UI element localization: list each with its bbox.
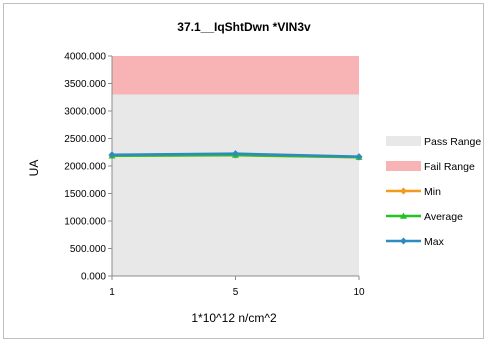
x-tick-label: 5 <box>233 287 239 298</box>
plot-area: 0.000 500.000 1000.000 1500.000 2000.000 2500… <box>64 52 365 299</box>
y-tick-label: 1500.000 <box>64 189 106 200</box>
y-tick-label: 3000.000 <box>64 107 106 118</box>
legend-label-fail-range: Fail Range <box>424 161 475 173</box>
legend: Pass Range Fail Range Min Average Max <box>386 136 481 248</box>
x-axis-label: 1*10^12 n/cm^2 <box>191 311 277 325</box>
pass-range-area <box>112 94 359 276</box>
x-tick-label: 1 <box>109 287 115 298</box>
data-point-max <box>108 151 116 159</box>
legend-marker-min <box>400 187 407 195</box>
chart-frame <box>3 3 484 339</box>
chart-title: 37.1__IqShtDwn *VIN3v <box>177 20 311 34</box>
y-tick-label: 0.000 <box>81 272 106 283</box>
fail-range-area <box>112 56 359 95</box>
y-tick-label: 500.000 <box>70 244 107 255</box>
legend-label-pass-range: Pass Range <box>424 136 481 148</box>
y-tick-label: 2500.000 <box>64 134 106 145</box>
legend-label-max: Max <box>424 236 445 248</box>
y-tick-label: 3500.000 <box>64 79 106 90</box>
legend-label-min: Min <box>424 186 441 198</box>
y-axis-label: UA <box>27 160 41 177</box>
legend-swatch-pass-range <box>386 136 421 146</box>
legend-swatch-fail-range <box>386 161 421 171</box>
legend-marker-average <box>400 212 407 219</box>
legend-marker-max <box>400 237 407 245</box>
data-point-max <box>232 150 239 158</box>
data-point-max <box>355 153 363 161</box>
x-tick-label: 10 <box>353 287 365 298</box>
legend-label-average: Average <box>424 211 463 223</box>
y-tick-label: 4000.000 <box>64 52 106 63</box>
y-tick-label: 2000.000 <box>64 162 106 173</box>
y-tick-label: 1000.000 <box>64 217 106 228</box>
